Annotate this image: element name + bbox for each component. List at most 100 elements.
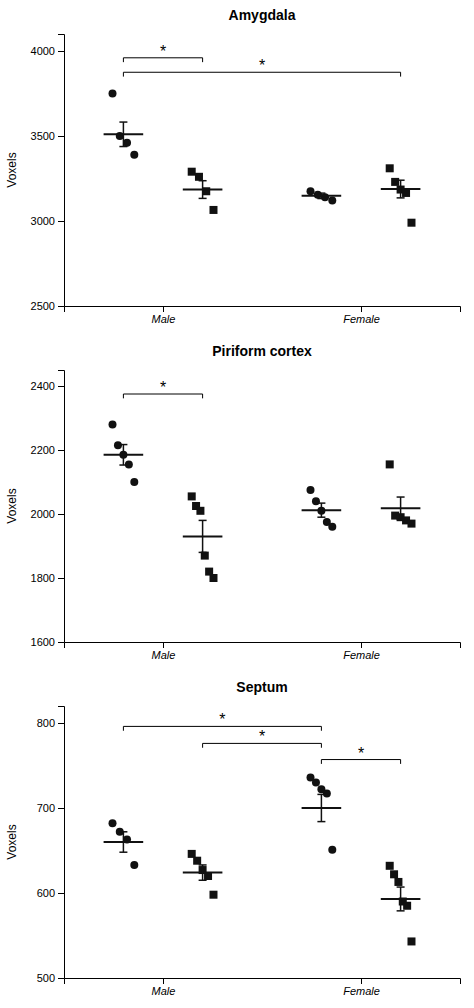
x-tick-mark [361, 642, 362, 648]
error-cap [199, 180, 207, 182]
error-cap [397, 496, 405, 498]
point [109, 819, 117, 827]
y-axis-line [58, 371, 65, 643]
y-tick-label: 2200 [31, 444, 55, 456]
y-tick-mark [58, 51, 64, 52]
y-tick: 800 [37, 717, 64, 729]
y-tick: 500 [37, 972, 64, 984]
significance-label: * [160, 43, 166, 60]
x-tick: Male [152, 306, 176, 325]
point [328, 197, 336, 205]
marks [104, 420, 421, 582]
marks [104, 773, 421, 945]
error-cap [317, 516, 325, 518]
point [196, 507, 204, 515]
y-axis-title: Voxels [5, 824, 19, 859]
x-tick-label: Female [343, 985, 380, 997]
title: Amygdala [229, 7, 296, 23]
point [391, 178, 399, 186]
point [307, 187, 315, 195]
y-tick: 3500 [31, 130, 64, 142]
point [116, 132, 124, 140]
error-cap [397, 519, 405, 521]
error-cap [397, 886, 405, 888]
error-cap [199, 520, 207, 522]
significance-label: * [358, 745, 364, 762]
y-tick-label: 600 [37, 887, 55, 899]
error-bar [123, 122, 125, 146]
y-tick-label: 800 [37, 717, 55, 729]
point [403, 902, 411, 910]
brackets: *** [123, 711, 400, 764]
point [321, 193, 329, 201]
point [386, 862, 394, 870]
x-tick: Male [152, 642, 176, 661]
error-cap [199, 880, 207, 882]
title: Septum [236, 679, 287, 695]
x-tick: Female [343, 306, 380, 325]
y-tick: 1600 [31, 636, 64, 648]
error-cap [119, 444, 127, 446]
x-tick-mark [163, 978, 164, 984]
point [188, 492, 196, 500]
point [328, 846, 336, 854]
point [386, 164, 394, 172]
y-tick-mark [58, 306, 64, 307]
y-tick: 4000 [31, 45, 64, 57]
y-tick-mark [58, 221, 64, 222]
y-tick: 3000 [31, 215, 64, 227]
error-bar [202, 181, 204, 199]
x-tick: Female [343, 978, 380, 997]
x-tick-label: Female [343, 313, 380, 325]
y-tick: 2000 [31, 508, 64, 520]
point [386, 460, 394, 468]
x-axis-line [65, 643, 461, 649]
y-tick-label: 4000 [31, 45, 55, 57]
y-tick-mark [58, 578, 64, 579]
error-bar [123, 445, 125, 465]
point [407, 219, 415, 227]
marks [104, 90, 421, 227]
y-tick-mark [58, 514, 64, 515]
y-tick-label: 1800 [31, 572, 55, 584]
error-cap [119, 146, 127, 148]
point [130, 478, 138, 486]
point [130, 151, 138, 159]
point [328, 523, 336, 531]
y-tick-mark [58, 642, 64, 643]
y-tick-label: 3000 [31, 215, 55, 227]
point [202, 187, 210, 195]
error-cap [119, 121, 127, 123]
error-cap [397, 910, 405, 912]
x-tick-label: Female [343, 649, 380, 661]
y-axis-line [58, 35, 65, 307]
error-bar [321, 794, 323, 821]
error-cap [119, 831, 127, 833]
panel: 500 600 700 800 Male Female *** Septum Voxels [5, 679, 461, 997]
y-axis: 16001800200022002400 [31, 371, 65, 649]
point [394, 878, 402, 886]
y-tick-mark [58, 136, 64, 137]
x-tick: Male [152, 978, 176, 997]
point [390, 870, 398, 878]
y-tick: 2200 [31, 444, 64, 456]
x-axis: Male Female [65, 642, 461, 661]
point [402, 189, 410, 197]
error-cap [397, 197, 405, 199]
brackets: * [123, 379, 202, 398]
y-tick-mark [58, 893, 64, 894]
point [209, 574, 217, 582]
y-tick-label: 700 [37, 802, 55, 814]
y-axis-line [58, 707, 65, 979]
figure: 2500300035004000MaleFemale**AmygdalaVoxe… [0, 0, 474, 1008]
error-bar [202, 520, 204, 552]
x-tick-label: Male [152, 985, 176, 997]
error-cap [119, 464, 127, 466]
point [188, 168, 196, 176]
x-tick-mark [163, 642, 164, 648]
y-axis-title: Voxels [5, 488, 19, 523]
point [209, 206, 217, 214]
panel: 2500300035004000MaleFemale**AmygdalaVoxe… [5, 7, 461, 325]
error-bar [321, 503, 323, 517]
x-tick: Female [343, 642, 380, 661]
